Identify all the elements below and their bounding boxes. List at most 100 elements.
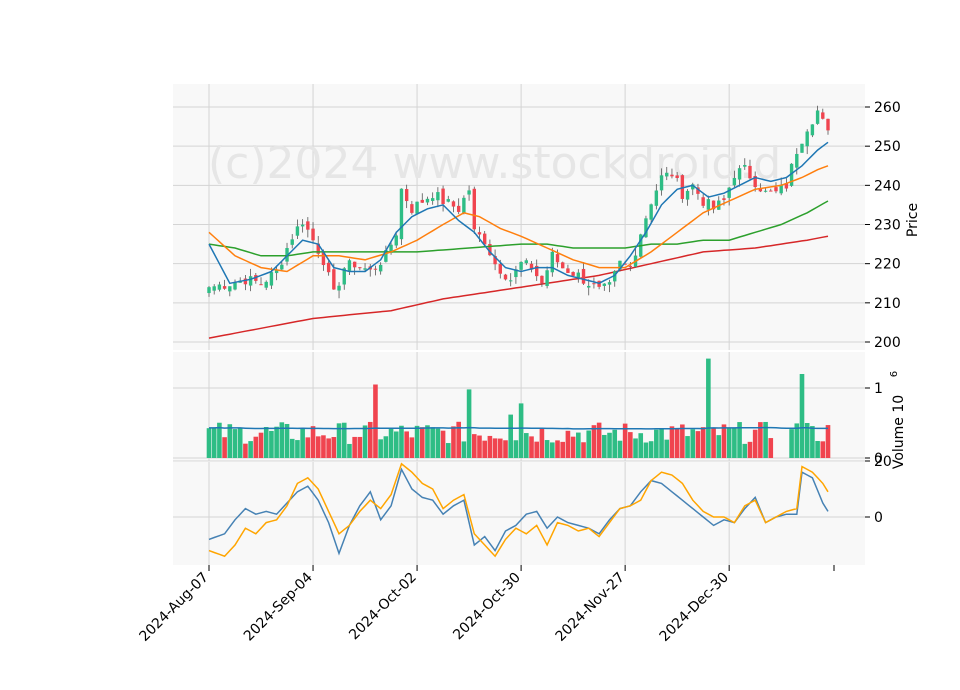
candle-body <box>498 264 502 274</box>
candle-body <box>628 265 633 267</box>
volume-bar <box>471 434 477 458</box>
candle-body <box>342 268 346 285</box>
candle-body <box>821 112 825 119</box>
candle-body <box>300 224 305 227</box>
candle-body <box>212 286 216 291</box>
volume-bar <box>794 423 800 458</box>
volume-bar <box>466 389 472 458</box>
candle-body <box>800 143 804 153</box>
volume-axis-label: Volume 10 <box>891 395 907 469</box>
y-tick-label: 240 <box>874 178 901 194</box>
x-tick-label: 2024-Oct-30 <box>450 570 524 644</box>
volume-bar <box>440 430 446 458</box>
volume-bar <box>648 441 654 458</box>
y-tick-label: 200 <box>874 335 901 351</box>
indicator-lines <box>208 462 829 558</box>
volume-bar <box>607 432 612 458</box>
volume-bar <box>659 429 664 458</box>
candle-body <box>587 285 591 288</box>
volume-bar <box>576 432 581 458</box>
volume-bar <box>555 440 560 458</box>
candle-body <box>826 118 830 131</box>
volume-bar <box>497 438 503 458</box>
candle-body <box>665 172 669 177</box>
volume-bar <box>643 442 649 458</box>
candle-body <box>264 281 268 288</box>
volume-bar <box>737 422 742 458</box>
volume-bar <box>560 441 566 458</box>
candle-body <box>602 283 607 286</box>
sma-10-line <box>208 141 829 285</box>
candle-body <box>399 188 404 240</box>
x-axis-ticks: 2024-Aug-07 2024-Sep-04 2024-Oct-02 2024-Oc… <box>136 565 835 645</box>
candle-body <box>482 233 487 245</box>
candle-body <box>555 254 560 263</box>
candle-body <box>670 174 674 177</box>
volume-bar <box>487 435 493 458</box>
volume-bar <box>690 429 696 458</box>
candle-body <box>503 274 508 280</box>
candle-body <box>363 268 367 270</box>
volume-bar <box>258 432 264 458</box>
y-tick-label: 260 <box>874 100 901 116</box>
candle-body <box>529 263 534 270</box>
candle-body <box>280 264 284 270</box>
candle-body <box>701 197 705 206</box>
x-tick-label: 2024-Oct-02 <box>346 570 420 644</box>
volume-bar <box>768 438 774 458</box>
candle-body <box>763 190 768 192</box>
y-tick-label: 250 <box>874 139 901 155</box>
candle-body <box>306 221 310 230</box>
candle-body <box>207 287 211 294</box>
volume-bar <box>513 440 519 458</box>
price-panel <box>173 84 865 350</box>
volume-bar <box>326 438 331 458</box>
volume-bar <box>253 436 259 458</box>
volume-bar <box>763 421 768 458</box>
candle-body <box>274 269 279 274</box>
candle-body <box>384 250 388 262</box>
volume-bar <box>612 429 618 458</box>
volume-bar <box>237 428 243 458</box>
volume-bar <box>352 436 357 458</box>
volume-bar <box>409 437 415 458</box>
volume-bar <box>289 438 295 458</box>
y-tick-label: 1 <box>874 381 883 397</box>
candle-body <box>373 268 378 270</box>
candle-body <box>332 269 336 290</box>
candle-body <box>217 284 222 290</box>
y-tick-label: 220 <box>874 257 901 273</box>
candle-body <box>784 183 789 189</box>
candle-body <box>410 204 414 213</box>
candle-body <box>352 261 357 268</box>
candle-body <box>337 285 341 291</box>
candle-body <box>576 272 581 278</box>
candle-body <box>810 124 815 136</box>
volume-bar <box>279 422 285 458</box>
volume-bar <box>633 438 638 458</box>
volume-bar <box>617 440 623 458</box>
volume-bar <box>565 430 571 458</box>
volume-bar <box>721 424 727 458</box>
volume-bar <box>347 443 352 458</box>
volume-bar <box>243 443 248 458</box>
y-tick-label: 20 <box>874 454 892 470</box>
candle-body <box>722 198 726 200</box>
volume-bar <box>425 425 430 458</box>
candle-body <box>436 192 440 201</box>
candle-body <box>732 177 737 186</box>
volume-bar <box>419 427 425 458</box>
volume-bar <box>638 433 644 458</box>
y-tick-label: 0 <box>874 451 883 467</box>
volume-bar <box>799 374 805 458</box>
volume-bars <box>206 358 831 458</box>
candle-body <box>488 244 492 256</box>
volume-bar <box>628 432 633 458</box>
candle-body <box>727 187 731 198</box>
candle-body <box>545 270 549 286</box>
candle-body <box>259 284 263 286</box>
candle-body <box>675 175 679 179</box>
volume-bar <box>321 435 326 458</box>
